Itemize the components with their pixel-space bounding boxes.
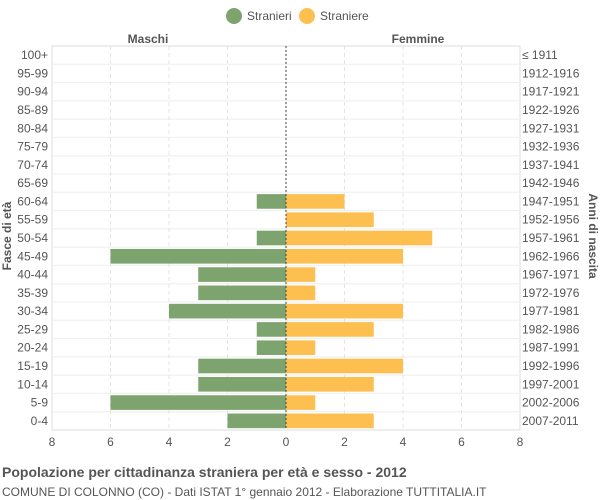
left-header: Maschi: [128, 32, 169, 46]
bar-straniere-50-54: [286, 230, 433, 246]
birth-year-label: 1957-1961: [522, 231, 580, 245]
x-tick-label: 2: [224, 435, 231, 449]
legend-swatch-straniere: [299, 8, 315, 24]
bar-stranieri-10-14: [198, 376, 286, 392]
age-group-label: 100+: [21, 48, 48, 62]
bar-stranieri-15-19: [198, 358, 286, 374]
age-group-label: 60-64: [17, 194, 48, 208]
birth-year-label: 1947-1951: [522, 194, 580, 208]
bar-stranieri-0-4: [227, 413, 286, 429]
bar-stranieri-45-49: [110, 248, 286, 264]
birth-year-label: 1977-1981: [522, 304, 580, 318]
birth-year-label: 1937-1941: [522, 158, 580, 172]
age-group-label: 95-99: [17, 66, 48, 80]
age-group-label: 90-94: [17, 85, 48, 99]
x-tick-label: 4: [400, 435, 407, 449]
labels: 8 6 4 2 0 2 4 6 8 100+ ≤ 1911 95-99 1912-1916 90-94 19…: [17, 48, 579, 449]
age-group-label: 65-69: [17, 176, 48, 190]
age-group-label: 0-4: [31, 414, 49, 428]
birth-year-label: 1987-1991: [522, 341, 580, 355]
birth-year-label: 1927-1931: [522, 121, 580, 135]
y-axis-label-left: Fasce di età: [0, 201, 14, 270]
birth-year-label: 1912-1916: [522, 66, 580, 80]
age-group-label: 20-24: [17, 341, 48, 355]
right-header: Femmine: [392, 32, 445, 46]
birth-year-label: 1972-1976: [522, 286, 580, 300]
age-group-label: 50-54: [17, 231, 48, 245]
chart-title: Popolazione per cittadinanza straniera p…: [2, 464, 407, 480]
bar-straniere-60-64: [286, 194, 345, 209]
bar-straniere-20-24: [286, 340, 316, 356]
bar-straniere-15-19: [286, 358, 403, 374]
birth-year-label: 1917-1921: [522, 85, 580, 99]
birth-year-label: 1942-1946: [522, 176, 580, 190]
x-tick-label: 6: [107, 435, 114, 449]
birth-year-label: 1922-1926: [522, 103, 580, 117]
bar-straniere-25-29: [286, 322, 374, 337]
bar-stranieri-60-64: [256, 194, 286, 209]
bar-stranieri-5-9: [110, 395, 286, 410]
age-group-label: 35-39: [17, 286, 48, 300]
bar-stranieri-35-39: [198, 285, 286, 301]
age-group-label: 10-14: [17, 377, 48, 391]
birth-year-label: 1967-1971: [522, 268, 580, 282]
x-tick-label: 4: [166, 435, 173, 449]
bar-straniere-55-59: [286, 212, 374, 228]
age-group-label: 15-19: [17, 359, 48, 373]
legend-label-stranieri: Stranieri: [247, 9, 292, 23]
bar-straniere-45-49: [286, 248, 403, 264]
birth-year-label: 2007-2011: [522, 414, 579, 428]
age-group-label: 75-79: [17, 140, 48, 154]
age-group-label: 45-49: [17, 249, 48, 263]
chart-subtitle: COMUNE DI COLONNO (CO) - Dati ISTAT 1° g…: [2, 485, 487, 499]
x-tick-label: 6: [458, 435, 465, 449]
birth-year-label: ≤ 1911: [522, 48, 558, 62]
bar-stranieri-30-34: [169, 303, 286, 319]
legend: Stranieri Straniere: [226, 8, 369, 24]
birth-year-label: 1997-2001: [522, 377, 580, 391]
bars: [110, 46, 433, 430]
bar-stranieri-20-24: [256, 340, 286, 356]
bar-straniere-30-34: [286, 303, 403, 319]
birth-year-label: 1962-1966: [522, 249, 580, 263]
age-group-label: 25-29: [17, 322, 48, 336]
birth-year-label: 1932-1936: [522, 140, 580, 154]
x-tick-label: 8: [517, 435, 524, 449]
legend-swatch-stranieri: [226, 8, 242, 24]
legend-label-straniere: Straniere: [320, 9, 369, 23]
birth-year-label: 1952-1956: [522, 213, 580, 227]
age-group-label: 70-74: [17, 158, 48, 172]
bar-straniere-0-4: [286, 413, 374, 429]
age-group-label: 55-59: [17, 213, 48, 227]
age-group-label: 85-89: [17, 103, 48, 117]
x-tick-label: 2: [341, 435, 348, 449]
bar-stranieri-50-54: [256, 230, 286, 246]
birth-year-label: 1982-1986: [522, 322, 580, 336]
bar-straniere-10-14: [286, 376, 374, 392]
birth-year-label: 2002-2006: [522, 396, 580, 410]
bar-straniere-40-44: [286, 267, 316, 282]
x-tick-label: 8: [49, 435, 56, 449]
y-axis-label-right: Anni di nascita: [586, 193, 600, 279]
birth-year-label: 1992-1996: [522, 359, 580, 373]
age-group-label: 30-34: [17, 304, 48, 318]
age-group-label: 40-44: [17, 268, 48, 282]
bar-straniere-35-39: [286, 285, 316, 301]
bar-stranieri-40-44: [198, 267, 286, 282]
bar-straniere-5-9: [286, 395, 316, 410]
age-group-label: 5-9: [31, 396, 49, 410]
bar-stranieri-25-29: [256, 322, 286, 337]
age-group-label: 80-84: [17, 121, 48, 135]
x-tick-label: 0: [283, 435, 290, 449]
